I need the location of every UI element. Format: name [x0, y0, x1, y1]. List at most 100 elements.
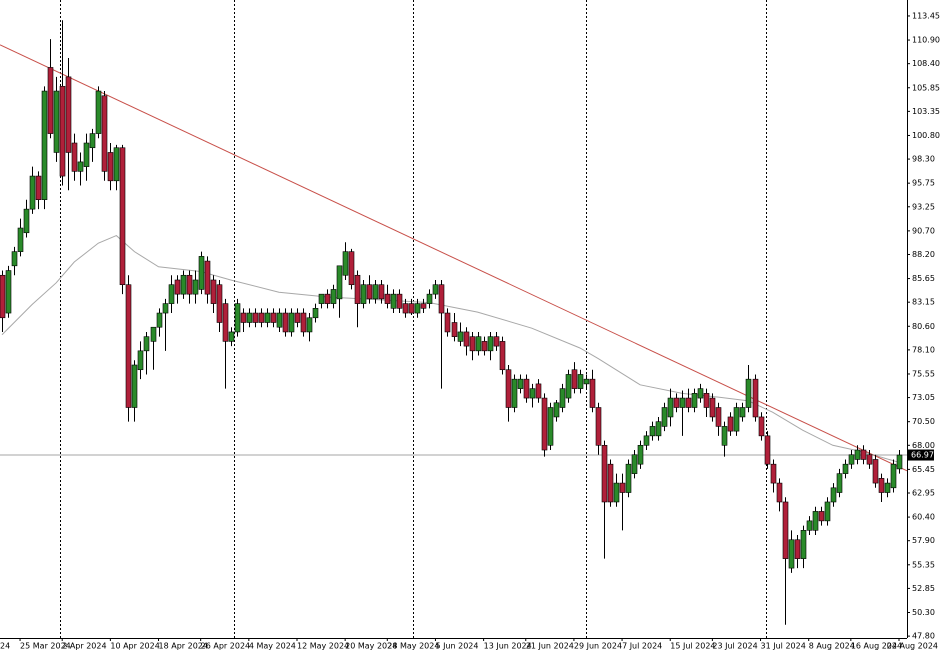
- x-tick-label: 13 Jun 2024: [484, 642, 532, 651]
- candle-body: [119, 147, 126, 286]
- x-tick-label: 12 May 2024: [297, 642, 349, 651]
- candle-body: [866, 454, 873, 465]
- candle-body: [162, 303, 169, 314]
- y-tick-label: 52.85: [912, 584, 935, 593]
- candle-body: [282, 312, 289, 333]
- candle-body: [23, 208, 30, 234]
- candle-body: [709, 397, 716, 418]
- candle-body: [613, 482, 620, 503]
- candle-body: [884, 482, 891, 493]
- candle-body: [619, 482, 626, 493]
- candle-body: [41, 90, 48, 200]
- candle-body: [95, 90, 102, 134]
- candle-body: [535, 383, 542, 399]
- candle-body: [432, 284, 439, 295]
- candle-body: [228, 331, 235, 342]
- candle-body: [5, 270, 12, 314]
- x-tick-label: 26 Apr 2024: [201, 642, 250, 651]
- candle-body: [463, 331, 470, 347]
- candle-body: [541, 397, 548, 451]
- candle-body: [324, 293, 331, 304]
- x-tick-label: 8 Aug 2024: [809, 642, 855, 651]
- candle-body: [673, 397, 680, 408]
- candle-body: [300, 312, 307, 333]
- x-tick-label: 2 Apr 2024: [62, 642, 106, 651]
- candle-body: [559, 388, 566, 408]
- candle-body: [776, 482, 783, 503]
- y-tick-label: 62.95: [912, 489, 935, 498]
- candle-body: [733, 407, 740, 432]
- y-tick-label: 55.35: [912, 560, 935, 569]
- candle-body: [691, 393, 698, 408]
- y-tick-label: 73.05: [912, 393, 935, 402]
- candle-body: [89, 133, 96, 149]
- candle-body: [396, 293, 403, 309]
- candle-body: [860, 449, 867, 460]
- y-tick-label: 90.70: [912, 226, 935, 235]
- x-tick-label: 20 May 2024: [345, 642, 397, 651]
- candle-body: [739, 407, 746, 418]
- candle-body: [378, 284, 385, 300]
- candle-body: [318, 293, 325, 304]
- candle-body: [420, 303, 427, 309]
- candle-body: [113, 147, 120, 182]
- candle-body: [824, 501, 831, 522]
- y-tick-label: 75.55: [912, 369, 935, 378]
- y-tick-label: 80.60: [912, 322, 935, 331]
- y-tick-label: 95.75: [912, 179, 935, 188]
- candle-body: [511, 378, 518, 408]
- candle-body: [402, 303, 409, 314]
- y-tick-label: 60.40: [912, 513, 935, 522]
- candle-body: [276, 312, 283, 328]
- candle-body: [631, 454, 638, 474]
- candle-body: [649, 426, 656, 437]
- candle-body: [890, 463, 897, 489]
- candle-body: [547, 407, 554, 446]
- candle-body: [679, 397, 686, 408]
- candle-body: [408, 303, 415, 314]
- candle-body: [577, 374, 584, 389]
- y-tick-label: 108.40: [912, 59, 940, 68]
- candle-body: [836, 473, 843, 493]
- candle-body: [294, 312, 301, 323]
- x-tick-label: 21 Jun 2024: [526, 642, 574, 651]
- x-tick-label: 5 Jun 2024: [435, 642, 478, 651]
- candle-body: [246, 312, 253, 323]
- candle-body: [703, 393, 710, 408]
- candle-body: [342, 251, 349, 276]
- candle-body: [366, 284, 373, 300]
- y-tick-label: 103.35: [912, 107, 940, 116]
- candle-body: [390, 293, 397, 309]
- candle-body: [107, 152, 114, 182]
- candle-body: [270, 312, 277, 323]
- candle-body: [258, 312, 265, 323]
- y-tick-label: 110.90: [912, 36, 940, 45]
- last-price-label: 66.97: [911, 451, 934, 460]
- candle-body: [475, 336, 482, 352]
- candle-body: [312, 308, 319, 319]
- x-tick-label: 7 Jul 2024: [622, 642, 662, 651]
- candle-body: [583, 378, 590, 385]
- candle-body: [174, 279, 181, 295]
- x-tick-label: 24 Aug 2024: [887, 642, 938, 651]
- candle-body: [451, 322, 458, 337]
- y-tick-label: 98.30: [912, 155, 935, 164]
- candle-body: [150, 326, 157, 342]
- candle-body: [354, 274, 361, 304]
- candle-body: [607, 463, 614, 503]
- candle-body: [487, 336, 494, 352]
- candle-body: [426, 293, 433, 304]
- candle-body: [71, 142, 78, 172]
- candle-body: [216, 284, 223, 323]
- candle-body: [493, 336, 500, 347]
- x-tick-label: 28 May 2024: [387, 642, 439, 651]
- candle-body: [770, 463, 777, 484]
- candle-body: [643, 435, 650, 446]
- last-price-box: [908, 449, 934, 461]
- candle-body: [11, 251, 18, 267]
- candle-body: [306, 317, 313, 333]
- candle-body: [186, 274, 193, 295]
- candle-body: [192, 279, 199, 295]
- x-tick-label: 31 Jul 2024: [761, 642, 806, 651]
- candle-body: [764, 435, 771, 465]
